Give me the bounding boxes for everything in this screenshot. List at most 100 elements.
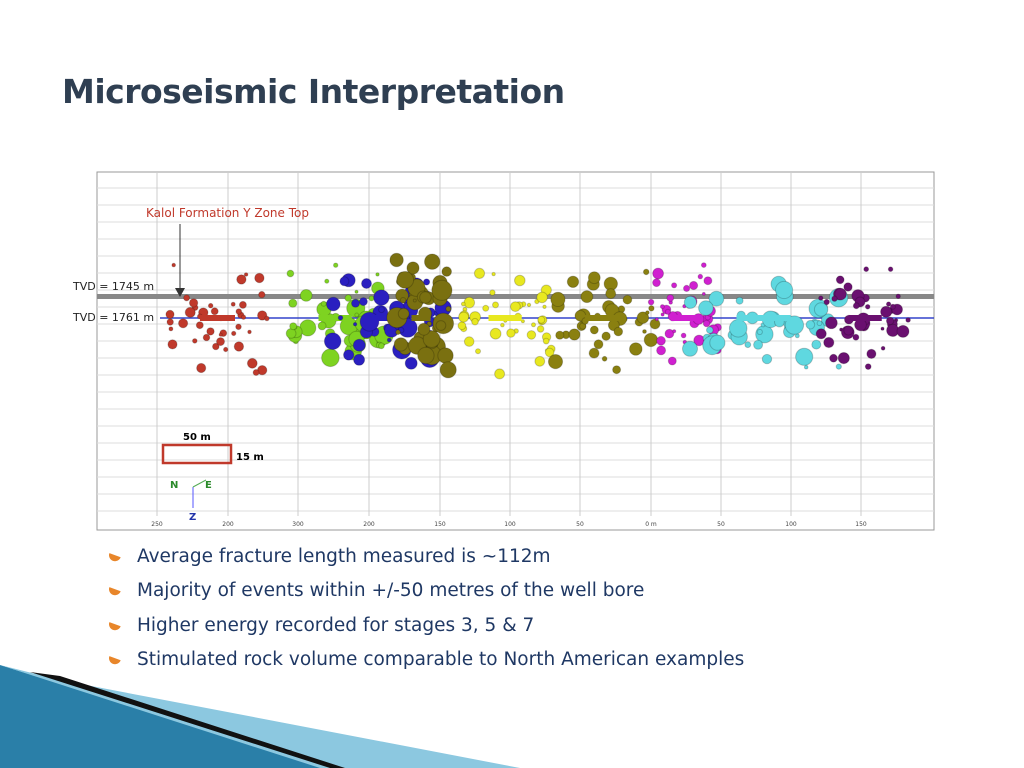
event: [166, 318, 174, 326]
event: [353, 353, 366, 366]
event: [192, 338, 198, 344]
x-axis-label: 150: [855, 521, 867, 528]
event: [700, 262, 707, 269]
scale-label: 50 m: [183, 432, 211, 443]
event: [492, 301, 499, 309]
event: [636, 311, 650, 325]
event: [823, 336, 835, 349]
event: [417, 322, 431, 336]
event: [542, 304, 547, 309]
event: [168, 326, 174, 332]
event: [210, 307, 219, 316]
event: [667, 356, 677, 366]
event: [666, 294, 675, 302]
scale-box: [161, 443, 233, 465]
stage: [488, 315, 522, 321]
event: [811, 339, 822, 350]
event: [289, 322, 298, 331]
event: [605, 288, 617, 300]
event: [431, 279, 453, 301]
event: [435, 320, 447, 331]
event: [587, 271, 601, 285]
event: [671, 282, 678, 289]
event: [837, 352, 850, 365]
event: [672, 329, 677, 334]
event: [264, 315, 270, 322]
event: [235, 308, 243, 315]
event: [361, 278, 372, 289]
event: [654, 317, 659, 322]
event: [813, 302, 829, 317]
event: [555, 330, 565, 340]
event: [702, 319, 711, 328]
event: [735, 296, 744, 305]
event: [526, 330, 537, 340]
stage: [364, 315, 405, 321]
event: [482, 304, 490, 312]
event: [547, 354, 564, 370]
x-axis-label: 100: [504, 521, 516, 528]
event: [852, 333, 860, 341]
event: [323, 332, 342, 351]
stage: [411, 315, 431, 321]
event: [183, 294, 191, 302]
event: [491, 271, 496, 277]
event: [254, 272, 265, 284]
event: [664, 308, 672, 315]
event: [463, 336, 475, 347]
event: [167, 339, 178, 350]
event: [333, 262, 339, 268]
event: [829, 353, 838, 363]
event: [843, 282, 853, 292]
event: [399, 297, 407, 304]
event: [441, 266, 453, 277]
event: [506, 328, 516, 338]
event: [818, 295, 824, 301]
event: [588, 347, 600, 359]
event: [537, 315, 546, 324]
event: [642, 329, 647, 334]
event: [889, 303, 896, 310]
event: [212, 342, 220, 351]
event: [257, 310, 268, 321]
event: [896, 324, 910, 338]
event: [423, 278, 431, 286]
event: [795, 347, 814, 366]
event: [494, 368, 506, 380]
event: [375, 272, 380, 277]
event: [231, 330, 237, 337]
event: [895, 293, 901, 299]
event: [852, 302, 860, 310]
event: [642, 268, 650, 276]
event: [473, 267, 486, 279]
event: [689, 280, 699, 291]
event: [463, 296, 476, 309]
event: [703, 276, 713, 286]
event: [475, 348, 481, 355]
tvd-label: TVD = 1745 m: [72, 280, 154, 293]
event: [343, 349, 355, 361]
bullet: Higher energy recorded for stages 3, 5 &…: [137, 614, 535, 636]
event: [652, 267, 664, 280]
event: [351, 298, 360, 308]
event: [664, 328, 675, 339]
event: [647, 298, 655, 306]
event: [580, 290, 594, 304]
event: [831, 295, 838, 302]
event: [236, 274, 247, 285]
event: [317, 321, 327, 331]
event: [683, 295, 698, 309]
event: [885, 316, 895, 326]
event: [629, 342, 643, 356]
event: [589, 325, 599, 335]
event: [708, 290, 725, 307]
event: [246, 357, 258, 369]
figure-frame: [96, 171, 935, 531]
event: [823, 298, 830, 306]
event: [216, 337, 225, 347]
event: [656, 345, 667, 356]
event: [645, 310, 650, 315]
event: [223, 346, 229, 353]
x-axis-label: 0 m: [645, 521, 657, 528]
